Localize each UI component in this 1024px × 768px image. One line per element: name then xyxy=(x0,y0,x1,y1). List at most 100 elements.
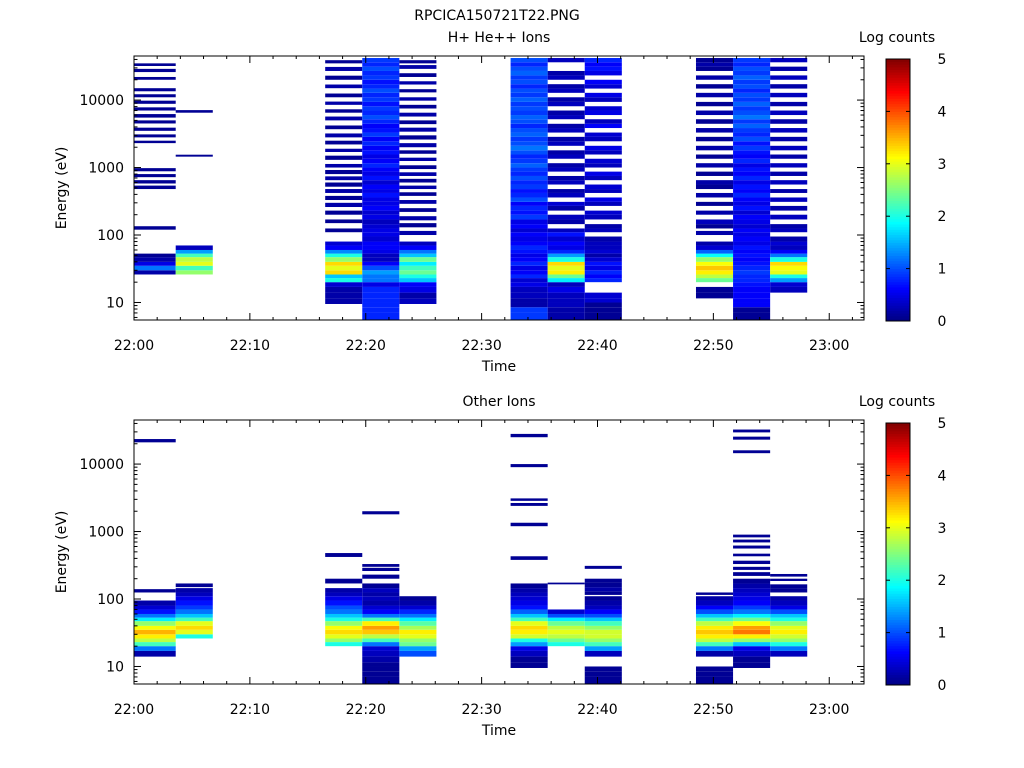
x-tick-label: 22:20 xyxy=(346,338,386,354)
colorbar-step xyxy=(886,624,910,628)
colorbar-step xyxy=(886,300,910,304)
spectrogram-cell xyxy=(584,292,622,299)
spectrogram-cell xyxy=(362,656,400,663)
spectrogram-cell xyxy=(510,596,548,601)
spectrogram-cell xyxy=(510,270,548,275)
spectrogram-cell xyxy=(362,214,400,220)
spectrogram-cell xyxy=(510,97,548,102)
spectrogram-cell xyxy=(399,646,437,651)
spectrogram-cell xyxy=(362,101,400,107)
spectrogram-cell xyxy=(510,180,548,185)
spectrogram-cell xyxy=(547,249,585,254)
spectrogram-cell xyxy=(325,613,363,618)
spectrogram-cell xyxy=(362,278,400,283)
spectrogram-cell xyxy=(399,613,437,618)
y-tick-label: 10000 xyxy=(79,93,124,109)
spectrogram-cell xyxy=(399,282,437,287)
spectrogram-cell xyxy=(770,634,808,639)
colorbar-step xyxy=(886,436,910,440)
spectrogram-cell xyxy=(175,270,213,275)
spectrogram-cell xyxy=(695,249,734,254)
colorbar-step xyxy=(886,179,910,183)
spectrogram-cell xyxy=(770,92,808,98)
spectrogram-cell xyxy=(695,621,734,626)
spectrogram-cell xyxy=(134,634,176,639)
spectrogram-cell xyxy=(175,588,213,593)
spectrogram-cell xyxy=(362,219,400,225)
spectrogram-cell xyxy=(399,265,437,271)
spectrogram-cell xyxy=(362,154,400,159)
colorbar-step xyxy=(886,250,910,254)
spectrogram-cell xyxy=(733,450,771,454)
spectrogram-cell xyxy=(325,101,363,105)
colorbar-step xyxy=(886,614,910,618)
colorbar-step xyxy=(886,428,910,432)
spectrogram-cell xyxy=(695,650,734,657)
spectrogram-cell xyxy=(584,261,622,266)
spectrogram-cell xyxy=(399,605,437,610)
spectrogram-cell xyxy=(733,646,771,651)
spectrogram-cell xyxy=(733,232,771,237)
spectrogram-cell xyxy=(510,245,548,250)
spectrogram-cell xyxy=(510,433,548,438)
spectrogram-cell xyxy=(770,136,808,142)
colorbar-step xyxy=(886,446,910,450)
spectrogram-cell xyxy=(362,158,400,164)
spectrogram-cell xyxy=(510,642,548,647)
spectrogram-cell xyxy=(547,205,585,211)
y-tick-label: 1000 xyxy=(88,525,124,541)
spectrogram-cell xyxy=(362,110,400,116)
colorbar-step xyxy=(886,289,910,293)
spectrogram-cell xyxy=(399,157,437,161)
spectrogram-cell xyxy=(695,261,734,266)
spectrogram-cell xyxy=(733,154,771,159)
spectrogram-cell xyxy=(770,629,808,635)
colorbar-step xyxy=(886,509,910,513)
spectrogram-cell xyxy=(362,286,400,293)
spectrogram-cell xyxy=(399,298,437,304)
spectrogram-cell xyxy=(362,123,400,129)
colorbar-step xyxy=(886,313,910,317)
colorbar-step xyxy=(886,226,910,230)
spectrogram-cell xyxy=(584,136,622,142)
spectrogram-cell xyxy=(134,642,176,647)
spectrogram-cell xyxy=(547,180,585,185)
colorbar-step xyxy=(886,483,910,487)
spectrogram-cell xyxy=(584,145,622,151)
spectrogram-cell xyxy=(510,556,548,560)
spectrogram-cell xyxy=(584,638,622,643)
spectrogram-cell xyxy=(770,596,808,601)
spectrogram-cell xyxy=(733,270,771,275)
colorbar-tick-label: 0 xyxy=(938,314,947,330)
spectrogram-cell xyxy=(695,666,734,672)
spectrogram-cell xyxy=(584,197,622,202)
spectrogram-cell xyxy=(510,629,548,635)
spectrogram-cell xyxy=(362,261,400,266)
spectrogram-cell xyxy=(584,224,622,229)
spectrogram-cell xyxy=(584,66,622,71)
spectrogram-cell xyxy=(695,245,734,250)
spectrogram-cell xyxy=(547,617,585,622)
spectrogram-cell xyxy=(362,609,400,614)
spectrogram-cell xyxy=(733,88,771,93)
colorbar-step xyxy=(886,190,910,194)
spectrogram-cell xyxy=(584,84,622,89)
colorbar-step xyxy=(886,221,910,225)
spectrogram-cell xyxy=(584,245,622,250)
spectrogram-cell xyxy=(695,241,734,246)
spectrogram-cell xyxy=(510,75,548,80)
spectrogram-cell xyxy=(325,245,363,250)
spectrogram-cell xyxy=(325,202,363,208)
spectrogram-cell xyxy=(510,158,548,164)
colorbar-step xyxy=(886,224,910,228)
spectrogram-cell xyxy=(510,171,548,176)
spectrogram-cell xyxy=(510,163,548,168)
colorbar-step xyxy=(886,677,910,681)
spectrogram-cell xyxy=(695,201,734,206)
spectrogram-cell xyxy=(325,261,363,266)
spectrogram-cell xyxy=(325,625,363,630)
spectrogram-cell xyxy=(770,578,808,581)
x-tick-label: 22:00 xyxy=(114,702,154,718)
spectrogram-cell xyxy=(510,588,548,593)
spectrogram-cell xyxy=(134,168,176,172)
